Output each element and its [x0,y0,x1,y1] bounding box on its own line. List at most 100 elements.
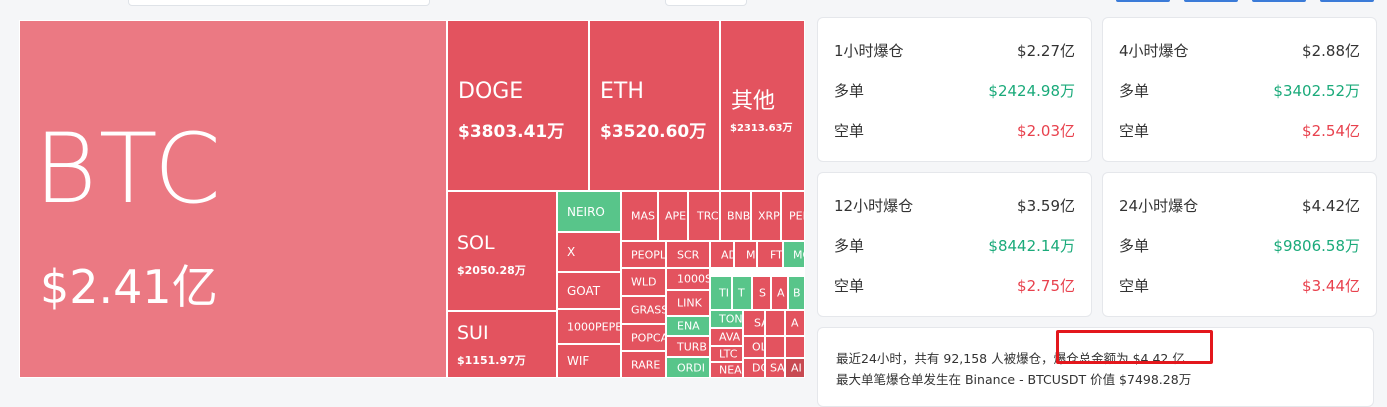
tile-symbol: BNB [727,209,751,223]
tile-goat[interactable]: GOAT [557,272,621,309]
tile-symbol: SA [770,361,785,375]
toolbar-button-3[interactable] [1252,0,1306,2]
tile-wld[interactable]: WLD [621,268,666,296]
tile-symbol: DC [752,361,764,375]
tile-scr[interactable]: SCR [666,241,710,268]
tile-mas[interactable]: MAS [621,191,658,241]
tile-ena[interactable]: ENA [666,316,710,336]
short-value: $2.54亿 [1302,122,1360,140]
tile-symbol: AI [791,361,802,375]
tile-value: $2313.63万 [730,123,793,134]
tile-sol[interactable]: SOL $2050.28万 [447,191,557,311]
tile-symbol: X [567,245,576,259]
toolbar-button-4[interactable] [1320,0,1374,2]
tile-t1[interactable]: T [732,276,752,310]
tile-symbol: WLD [631,275,657,289]
tile-people[interactable]: PEOPL [621,241,666,268]
stat-card-12h: 12小时爆仓 $3.59亿 多单 $8442.14万 空单 $2.75亿 [817,172,1092,317]
stat-title: 4小时爆仓 [1119,42,1189,60]
tile-value: $3803.41万 [458,122,565,142]
tile-1000s[interactable]: 1000S [666,268,710,290]
liquidation-heatmap: BTC $2.41亿 DOGE $3803.41万 ETH $3520.60万 … [19,20,805,378]
tile-ai[interactable]: AI [785,358,805,378]
tile-ava[interactable]: AVA [710,328,743,346]
long-label: 多单 [1119,237,1150,255]
tile-symbol: B [793,286,801,300]
stat-total: $2.88亿 [1302,42,1360,60]
tile-a2[interactable]: A [785,310,805,336]
tile-symbol: APE [665,209,687,223]
tile-symbol: TON [719,312,743,326]
tile-symbol: GRASS [631,303,666,317]
tile-grass[interactable]: GRASS [621,296,666,324]
tile-symbol: LINK [677,296,702,310]
tile-ti[interactable]: TI [710,276,732,310]
filter-select[interactable] [665,0,747,6]
stat-row-short: 空单 $2.54亿 [1119,120,1360,140]
tile-ton[interactable]: TON [710,310,743,328]
tile-ft[interactable]: FT [757,241,783,268]
tile-turbo[interactable]: TURB [666,336,710,357]
tile-symbol: XRP [758,209,780,223]
tile-ape[interactable]: APE [658,191,688,241]
tile-value: $2.41亿 [40,260,218,314]
tile-mo[interactable]: MO [783,241,805,268]
tile-b[interactable]: B [788,276,805,310]
tile-link[interactable]: LINK [666,290,710,316]
tile-1000pepe[interactable]: 1000PEPE [557,309,621,344]
stat-row-total: 4小时爆仓 $2.88亿 [1119,40,1360,60]
stat-row-total: 24小时爆仓 $4.42亿 [1119,195,1360,215]
tile-ordi[interactable]: ORDI [666,357,710,378]
toolbar-button-2[interactable] [1184,0,1238,2]
tile-doge[interactable]: DOGE $3803.41万 [447,20,589,191]
toolbar-button-1[interactable] [1116,0,1170,2]
tile-popcat[interactable]: POPCA [621,324,666,351]
tile-symbol: A [777,286,785,300]
short-value: $2.03亿 [1017,122,1075,140]
tile-rare[interactable]: RARE [621,351,666,378]
tile-trc[interactable]: TRC [688,191,720,241]
tile-btc[interactable]: BTC $2.41亿 [19,20,447,378]
stat-title: 1小时爆仓 [834,42,904,60]
tile-x[interactable]: X [557,232,621,272]
tile-near[interactable]: NEA [710,362,743,378]
tile-eth[interactable]: ETH $3520.60万 [589,20,720,191]
tile-symbol: ME [746,248,756,261]
stat-row-long: 多单 $2424.98万 [834,80,1075,100]
tile-symbol: TRC [697,209,719,223]
tile-other[interactable]: 其他 $2313.63万 [720,20,805,191]
stat-card-4h: 4小时爆仓 $2.88亿 多单 $3402.52万 空单 $2.54亿 [1102,17,1377,162]
stat-row-short: 空单 $2.75亿 [834,275,1075,295]
short-label: 空单 [834,122,865,140]
tile-symbol: T [738,286,745,300]
tile-bnb[interactable]: BNB [720,191,751,241]
tile-me[interactable]: ME [734,241,757,268]
tile-ad[interactable]: AD [710,241,734,268]
tile-xrp[interactable]: XRP [751,191,781,241]
long-value: $9806.58万 [1273,237,1360,255]
long-value: $8442.14万 [988,237,1075,255]
tile-neiro[interactable]: NEIRO [557,191,621,232]
tile-sa[interactable]: SA [743,310,765,336]
tile-ol[interactable]: OL [743,336,765,358]
tile-pep[interactable]: PEP [781,191,805,241]
tile-s[interactable]: S [752,276,771,310]
tile-t2[interactable] [765,310,785,336]
long-label: 多单 [834,237,865,255]
tile-dc[interactable]: DC [743,358,765,378]
tile-sm2[interactable] [785,336,805,358]
tile-wif[interactable]: WIF [557,344,621,378]
tile-a[interactable]: A [771,276,788,310]
tile-symbol: PEP [789,209,804,223]
stat-row-total: 1小时爆仓 $2.27亿 [834,40,1075,60]
tile-ltc[interactable]: LTC [710,346,743,362]
short-value: $2.75亿 [1017,277,1075,295]
tile-sm1[interactable] [765,336,785,358]
search-input[interactable] [128,0,430,6]
tile-symbol: AVA [719,330,741,344]
stat-card-24h: 24小时爆仓 $4.42亿 多单 $9806.58万 空单 $3.44亿 [1102,172,1377,317]
tile-sui[interactable]: SUI $1151.97万 [447,311,557,378]
tile-symbol: NEIRO [567,204,605,219]
tile-symbol: WIF [567,354,590,368]
tile-sand[interactable]: SA [765,358,785,378]
